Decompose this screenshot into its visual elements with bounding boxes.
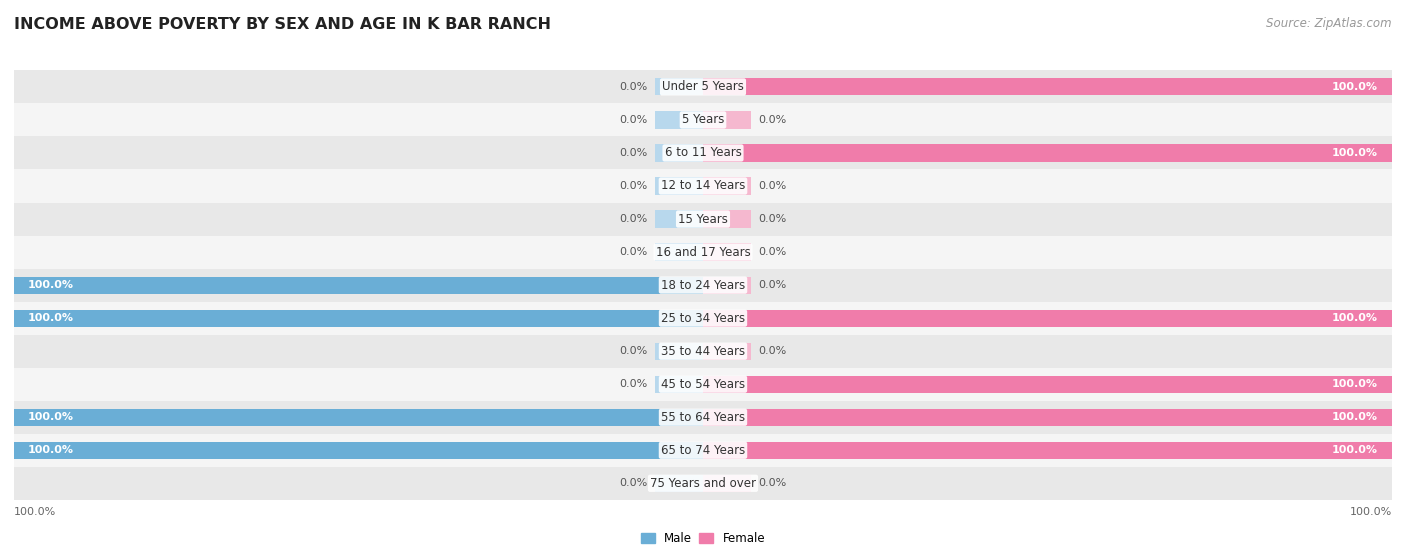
Text: 45 to 54 Years: 45 to 54 Years	[661, 378, 745, 391]
Text: 100.0%: 100.0%	[28, 280, 75, 290]
Bar	[14, 409, 703, 426]
Bar	[703, 244, 751, 260]
Text: 100.0%: 100.0%	[1350, 507, 1392, 517]
Text: 55 to 64 Years: 55 to 64 Years	[661, 411, 745, 424]
Bar	[0, 401, 1406, 434]
Text: 0.0%: 0.0%	[758, 346, 786, 356]
Bar	[0, 302, 1406, 335]
Bar	[703, 177, 751, 195]
Legend: Male, Female: Male, Female	[636, 527, 770, 549]
Text: 75 Years and over: 75 Years and over	[650, 477, 756, 490]
Bar	[655, 78, 703, 96]
Text: 0.0%: 0.0%	[758, 214, 786, 224]
Bar	[703, 376, 1392, 393]
Bar	[0, 103, 1406, 136]
Text: 0.0%: 0.0%	[758, 115, 786, 125]
Bar	[0, 169, 1406, 202]
Text: 100.0%: 100.0%	[14, 507, 56, 517]
Bar	[655, 343, 703, 360]
Text: 0.0%: 0.0%	[620, 115, 648, 125]
Text: 100.0%: 100.0%	[1331, 379, 1378, 389]
Bar	[14, 442, 703, 459]
Bar	[703, 409, 1392, 426]
Text: 100.0%: 100.0%	[28, 412, 75, 422]
Bar	[655, 111, 703, 129]
Text: 65 to 74 Years: 65 to 74 Years	[661, 444, 745, 457]
Bar	[14, 277, 703, 293]
Text: 16 and 17 Years: 16 and 17 Years	[655, 245, 751, 259]
Bar	[703, 343, 751, 360]
Bar	[14, 310, 703, 326]
Text: 100.0%: 100.0%	[1331, 148, 1378, 158]
Bar	[655, 177, 703, 195]
Text: Source: ZipAtlas.com: Source: ZipAtlas.com	[1267, 17, 1392, 30]
Bar	[703, 210, 751, 228]
Text: 0.0%: 0.0%	[620, 479, 648, 488]
Text: 5 Years: 5 Years	[682, 113, 724, 126]
Text: 100.0%: 100.0%	[28, 313, 75, 323]
Text: 100.0%: 100.0%	[1331, 313, 1378, 323]
Bar	[703, 78, 1392, 96]
Bar	[703, 475, 751, 492]
Bar	[0, 202, 1406, 235]
Text: 100.0%: 100.0%	[1331, 82, 1378, 92]
Text: 0.0%: 0.0%	[620, 247, 648, 257]
Text: 0.0%: 0.0%	[620, 181, 648, 191]
Bar	[0, 268, 1406, 302]
Bar	[655, 244, 703, 260]
Text: 35 to 44 Years: 35 to 44 Years	[661, 345, 745, 358]
Text: 0.0%: 0.0%	[620, 148, 648, 158]
Bar	[655, 210, 703, 228]
Bar	[655, 475, 703, 492]
Text: 0.0%: 0.0%	[620, 379, 648, 389]
Text: 25 to 34 Years: 25 to 34 Years	[661, 311, 745, 325]
Text: 0.0%: 0.0%	[758, 247, 786, 257]
Text: INCOME ABOVE POVERTY BY SEX AND AGE IN K BAR RANCH: INCOME ABOVE POVERTY BY SEX AND AGE IN K…	[14, 17, 551, 32]
Text: 0.0%: 0.0%	[620, 82, 648, 92]
Text: 6 to 11 Years: 6 to 11 Years	[665, 146, 741, 159]
Text: 100.0%: 100.0%	[1331, 412, 1378, 422]
Bar	[703, 310, 1392, 326]
Bar	[655, 144, 703, 162]
Text: 0.0%: 0.0%	[758, 280, 786, 290]
Bar	[0, 368, 1406, 401]
Bar	[655, 376, 703, 393]
Bar	[0, 434, 1406, 467]
Bar	[703, 277, 751, 293]
Text: 100.0%: 100.0%	[28, 446, 75, 455]
Bar	[703, 442, 1392, 459]
Text: 12 to 14 Years: 12 to 14 Years	[661, 179, 745, 192]
Bar	[703, 111, 751, 129]
Text: 0.0%: 0.0%	[620, 214, 648, 224]
Text: Under 5 Years: Under 5 Years	[662, 80, 744, 93]
Bar	[703, 144, 1392, 162]
Bar	[0, 467, 1406, 500]
Text: 0.0%: 0.0%	[758, 479, 786, 488]
Bar	[0, 136, 1406, 169]
Text: 0.0%: 0.0%	[758, 181, 786, 191]
Text: 100.0%: 100.0%	[1331, 446, 1378, 455]
Bar	[0, 335, 1406, 368]
Bar	[0, 70, 1406, 103]
Text: 0.0%: 0.0%	[620, 346, 648, 356]
Text: 18 to 24 Years: 18 to 24 Years	[661, 278, 745, 292]
Text: 15 Years: 15 Years	[678, 212, 728, 225]
Bar	[0, 235, 1406, 268]
